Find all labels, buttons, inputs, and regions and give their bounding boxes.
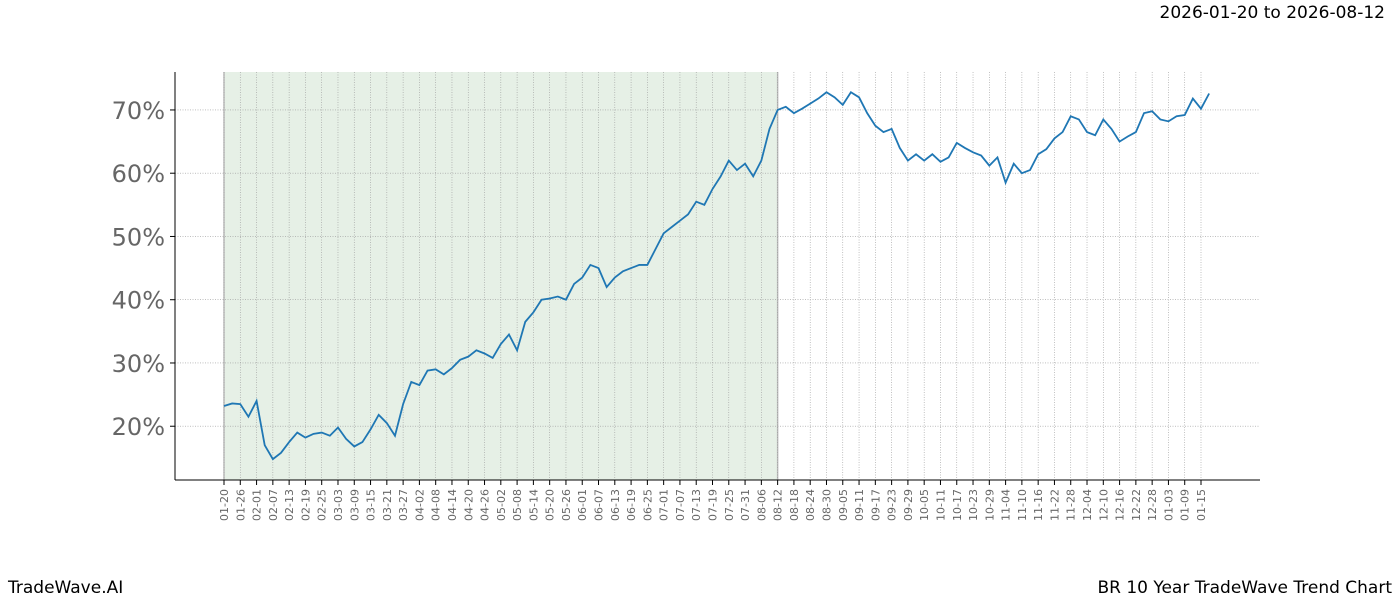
x-tick-label: 03-27 [397, 489, 410, 521]
x-tick-label: 03-21 [381, 489, 394, 521]
highlight-region [224, 72, 778, 480]
x-tick-label: 09-17 [869, 489, 882, 521]
x-tick-label: 02-07 [267, 489, 280, 521]
y-tick-label: 50% [112, 223, 165, 251]
footer-right: BR 10 Year TradeWave Trend Chart [1097, 578, 1392, 598]
trend-line [223, 91, 1210, 461]
x-tick-label: 07-01 [658, 489, 671, 521]
x-tick-label: 02-25 [316, 489, 329, 521]
x-tick-label: 07-19 [707, 489, 720, 521]
x-tick-label: 07-07 [674, 489, 687, 521]
y-tick-label: 30% [112, 350, 165, 378]
x-tick-label: 05-26 [560, 489, 573, 521]
x-tick-label: 12-22 [1130, 489, 1143, 521]
x-tick-label: 02-19 [299, 489, 312, 521]
x-tick-label: 09-05 [837, 489, 850, 521]
x-tick-label: 04-08 [430, 489, 443, 521]
x-tick-label: 10-05 [918, 489, 931, 521]
y-tick-label: 60% [112, 160, 165, 188]
x-tick-label: 10-17 [951, 489, 964, 521]
y-tick-label: 20% [112, 413, 165, 441]
x-tick-label: 08-18 [788, 489, 801, 521]
x-tick-label: 06-19 [625, 489, 638, 521]
x-tick-label: 01-20 [218, 489, 231, 521]
x-tick-label: 10-29 [983, 489, 996, 521]
y-tick-label: 70% [112, 97, 165, 125]
x-tick-label: 12-10 [1097, 489, 1110, 521]
y-tick-label: 40% [112, 287, 165, 315]
x-tick-label: 01-09 [1179, 489, 1192, 521]
x-tick-label: 08-30 [820, 489, 833, 521]
x-tick-label: 02-01 [251, 489, 264, 521]
x-tick-label: 04-14 [446, 489, 459, 521]
x-tick-label: 12-28 [1146, 489, 1159, 521]
x-tick-label: 12-04 [1081, 489, 1094, 521]
x-tick-label: 02-13 [283, 489, 296, 521]
x-tick-label: 11-10 [1016, 489, 1029, 521]
x-tick-label: 01-15 [1195, 489, 1208, 521]
x-tick-label: 05-20 [544, 489, 557, 521]
x-tick-label: 05-08 [511, 489, 524, 521]
x-tick-label: 06-25 [641, 489, 654, 521]
x-tick-label: 11-04 [1000, 489, 1013, 521]
x-tick-label: 04-20 [462, 489, 475, 521]
x-tick-label: 03-15 [365, 489, 378, 521]
x-tick-label: 01-26 [234, 489, 247, 521]
x-tick-label: 04-02 [413, 489, 426, 521]
x-tick-label: 06-01 [576, 489, 589, 521]
x-tick-label: 03-03 [332, 489, 345, 521]
x-tick-label: 08-06 [755, 489, 768, 521]
x-tick-label: 08-24 [804, 489, 817, 521]
x-tick-label: 10-23 [967, 489, 980, 521]
x-tick-label: 08-12 [772, 489, 785, 521]
x-tick-label: 10-11 [934, 489, 947, 521]
x-tick-label: 06-07 [593, 489, 606, 521]
x-tick-label: 09-23 [886, 489, 899, 521]
x-tick-label: 01-03 [1162, 489, 1175, 521]
x-tick-label: 09-29 [902, 489, 915, 521]
subtitle: 2026-01-20 to 2026-08-12 [1160, 3, 1385, 23]
x-tick-label: 07-31 [739, 489, 752, 521]
footer-left: TradeWave.AI [7, 578, 123, 598]
x-tick-label: 05-14 [527, 489, 540, 521]
x-tick-label: 09-11 [853, 489, 866, 521]
x-tick-label: 11-28 [1065, 489, 1078, 521]
x-tick-label: 05-02 [495, 489, 508, 521]
x-tick-label: 06-13 [609, 489, 622, 521]
x-tick-label: 12-16 [1114, 489, 1127, 521]
x-tick-label: 07-13 [690, 489, 703, 521]
x-tick-label: 11-22 [1048, 489, 1061, 521]
x-tick-label: 04-26 [479, 489, 492, 521]
x-tick-label: 11-16 [1032, 489, 1045, 521]
x-tick-label: 03-09 [348, 489, 361, 521]
x-tick-label: 07-25 [723, 489, 736, 521]
